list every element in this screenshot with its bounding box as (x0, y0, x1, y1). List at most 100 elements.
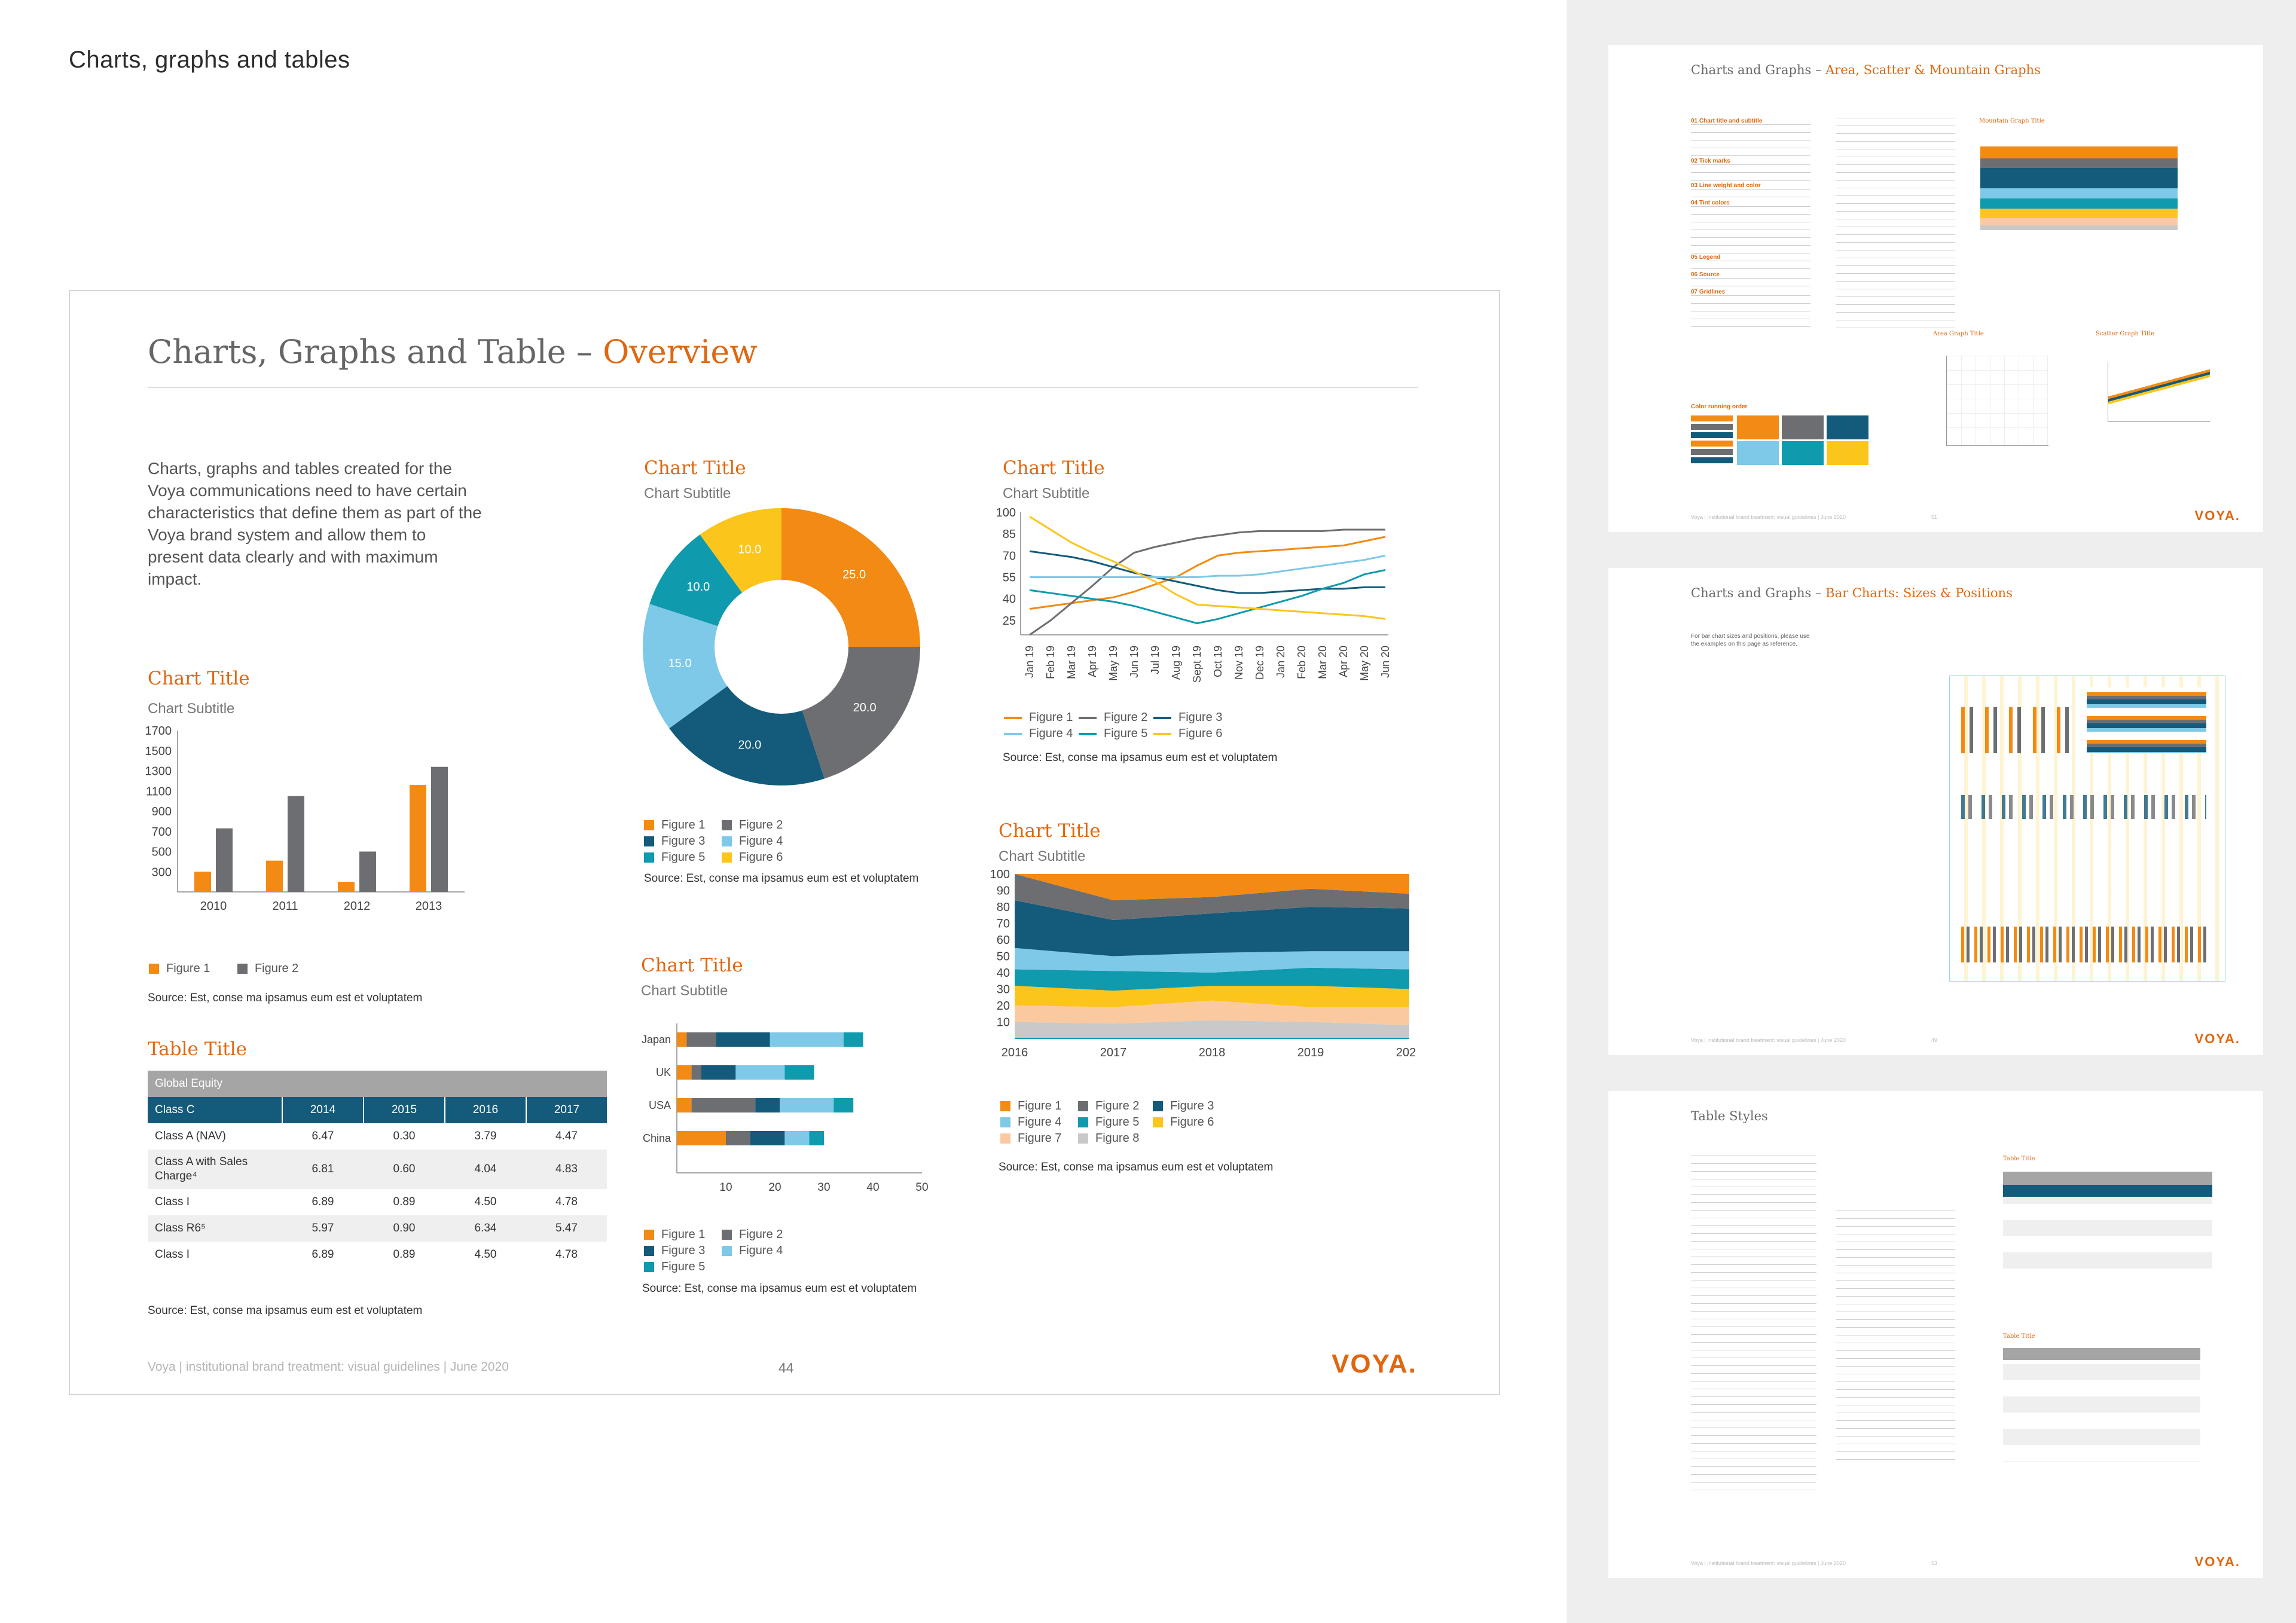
line-series (1029, 515, 1386, 620)
bar-chart-subtitle: Chart Subtitle (148, 701, 235, 717)
area-chart-legend: Figure 1 Figure 2 Figure 3 Figure 4 Figure … (1000, 1098, 1214, 1147)
thumbnail-text-column (1691, 1156, 1816, 1490)
legend-swatch-figure-1 (644, 820, 654, 831)
x-tick-label: 50 (915, 1181, 928, 1194)
table-group-header-cell: Global Equity (155, 1077, 223, 1090)
legend-swatch-figure-5 (644, 1262, 654, 1273)
table-title: Table Title (148, 1038, 248, 1060)
legend-label: Figure 4 (1018, 1115, 1062, 1129)
y-tick-label: 80 (997, 901, 1010, 914)
legend-swatch-figure-6 (1153, 732, 1171, 735)
legend-label: Figure 1 (661, 818, 706, 832)
table-cell: 3.79 (474, 1130, 497, 1142)
line-chart: 25 40 55 70 85 100 Jan 19 Feb 19 Mar 19 Apr 19 May… (996, 506, 1391, 683)
header-title: Charts, graphs and tables (69, 47, 350, 73)
bar-segment (843, 1032, 863, 1047)
x-tick-label: 2012 (344, 900, 371, 913)
legend-label: Figure 2 (1095, 1099, 1140, 1112)
legend-label: Figure 1 (166, 962, 210, 975)
thumbnail-text-column (1836, 1211, 1955, 1462)
line-chart-legend: Figure 1 Figure 2 Figure 3 Figure 4 Figure … (1004, 710, 1222, 742)
table-cell: 0.60 (393, 1163, 416, 1175)
legend-swatch-figure-5 (644, 852, 654, 863)
donut-chart: 25.0 20.0 20.0 15.0 10.0 10.0 (643, 508, 920, 785)
y-tick-label: 40 (1003, 593, 1016, 606)
x-tick-label: May 20 (1358, 646, 1370, 681)
thumbnail-swatch (1827, 415, 1868, 439)
line-series (1030, 554, 1386, 579)
voya-logo: VOYA. (1332, 1349, 1417, 1379)
x-tick-label: Jan 19 (1024, 646, 1036, 678)
hbar-chart-legend: Figure 1 Figure 2 Figure 3 Figure 4 Figure… (644, 1227, 799, 1275)
bar-segment (784, 1065, 814, 1080)
table-column-header: Class C 2014 2015 2016 2017 (148, 1097, 607, 1123)
legend-label: Figure 7 (1018, 1132, 1062, 1145)
area-chart-source: Source: Est, conse ma ipsamus eum est et… (999, 1161, 1274, 1173)
x-tick-label: Jul 19 (1149, 646, 1161, 674)
thumbnail-bar-chart (1961, 687, 2075, 753)
legend-swatch-figure-4 (1004, 732, 1022, 735)
legend-swatch-figure-5 (1079, 732, 1097, 735)
thumbnail-title: Table Styles (1691, 1109, 1768, 1123)
table-row: Class I 6.89 0.89 4.50 4.78 (148, 1242, 607, 1268)
donut-slice (781, 508, 920, 647)
table-cell: Class I (155, 1248, 190, 1261)
x-tick-label: Apr 19 (1086, 646, 1098, 677)
table-cell: 4.47 (555, 1130, 578, 1142)
bar (194, 872, 211, 892)
bar-chart-legend: Figure 1 Figure 2 (149, 962, 298, 976)
slice-label: 20.0 (853, 701, 877, 714)
thumbnail-table-2 (2003, 1348, 2200, 1462)
thumbnail-table-title: Table Title (2003, 1156, 2035, 1162)
legend-swatch-figure-2 (1079, 716, 1097, 719)
slice-label: 10.0 (686, 580, 710, 594)
bar (216, 828, 233, 892)
x-tick-label: 40 (866, 1181, 879, 1194)
y-tick-label: 40 (997, 967, 1010, 980)
intro-paragraph: Charts, graphs and tables created for th… (148, 459, 482, 588)
legend-label: Figure 1 (1018, 1099, 1062, 1112)
x-tick-label: 2017 (1100, 1046, 1127, 1059)
legend-label: Figure 2 (1104, 711, 1148, 724)
thumbnail-page-number: 51 (1931, 514, 1938, 520)
y-tick-label: 70 (1003, 549, 1016, 563)
x-tick-label: Aug 19 (1170, 646, 1182, 680)
thumbnail-page-bar-sizes[interactable]: Charts and Graphs – Bar Charts: Sizes & … (1608, 568, 2263, 1055)
legend-swatch-figure-4 (722, 1246, 732, 1257)
y-tick-label: UK (656, 1066, 671, 1078)
thumbnail-table-title-2: Table Title (2003, 1333, 2035, 1340)
legend-label: Figure 6 (739, 851, 783, 864)
bar-segment (677, 1032, 687, 1047)
legend-item: Figure 2 (237, 962, 298, 975)
table-cell: 0.89 (393, 1196, 416, 1208)
thumbnail-intro: For bar chart sizes and positions, pleas… (1691, 633, 1810, 647)
x-tick-label: 2013 (416, 900, 442, 913)
bar-segment (735, 1065, 785, 1080)
main-page: Charts, Graphs and Table – Overview Char… (69, 290, 1500, 1395)
thumbnail-scatter-graph (2108, 362, 2210, 422)
x-tick-label: Nov 19 (1233, 646, 1245, 680)
bar-chart-title: Chart Title (148, 668, 250, 689)
legend-label: Figure 1 (1029, 711, 1073, 724)
legend-swatch-figure-3 (1153, 716, 1171, 719)
legend-swatch-figure-3 (1153, 1101, 1163, 1112)
x-tick-label: 2011 (272, 900, 298, 913)
page-number: 44 (778, 1360, 794, 1376)
page-title-accent: Overview (603, 333, 758, 371)
line-series (1029, 528, 1385, 636)
thumbnail-page-area-scatter-mountain[interactable]: Charts and Graphs – Area, Scatter & Moun… (1608, 45, 2263, 532)
thumbnail-page-table-styles[interactable]: Table Styles Table Title Table Title Voy… (1608, 1091, 2263, 1578)
x-tick-label: Jun 19 (1128, 646, 1140, 678)
legend-label: Figure 5 (1095, 1115, 1140, 1129)
y-tick-label: 50 (997, 950, 1010, 964)
legend-item: Figure 1 (149, 962, 210, 975)
table-cell: 4.04 (474, 1163, 497, 1175)
table-cell: Class I (155, 1196, 190, 1208)
legend-swatch-figure-4 (722, 836, 732, 847)
thumbnail-title-main: Table Styles (1691, 1109, 1768, 1123)
thumbnail-title-accent: Area, Scatter & Mountain Graphs (1825, 63, 2041, 77)
thumbnail-footer: Voya | institutional brand treatment: vi… (1691, 1037, 1846, 1043)
thumbnail-small-bars (1961, 903, 2206, 962)
legend-swatch-figure-2 (1078, 1101, 1088, 1112)
thumbnail-voya-logo: VOYA. (2194, 1031, 2240, 1046)
